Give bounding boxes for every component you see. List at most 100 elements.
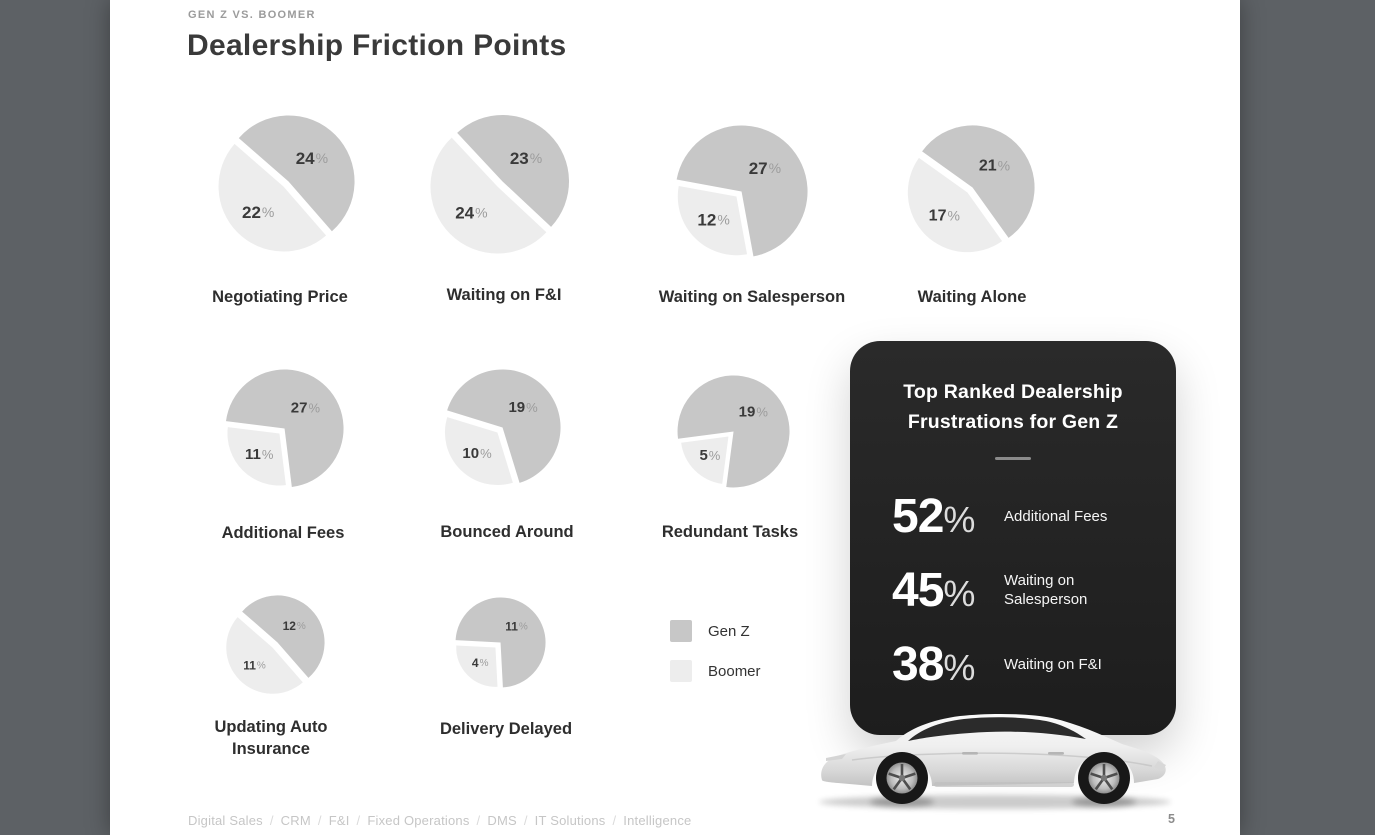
footer-nav: Digital Sales / CRM / F&I / Fixed Operations / D… <box>188 813 691 828</box>
stat-row: 45% Waiting on Salesperson <box>850 558 1176 622</box>
stat-row: 52% Additional Fees <box>850 484 1176 548</box>
genz-swatch <box>670 620 692 642</box>
genz-slice <box>226 369 344 487</box>
genz-slice <box>676 125 808 257</box>
svg-text:10%: 10% <box>462 445 492 462</box>
svg-text:19%: 19% <box>508 398 538 415</box>
pie-updating-auto-insurance: 12% 11% <box>226 595 325 694</box>
footer-item: IT Solutions <box>534 813 606 828</box>
stat-row: 38% Waiting on F&I <box>850 632 1176 696</box>
chart-label-delivery-delayed: Delivery Delayed <box>439 720 573 738</box>
svg-text:24%: 24% <box>455 203 487 222</box>
svg-text:19%: 19% <box>739 403 769 420</box>
footer-items: Digital Sales / CRM / F&I / Fixed Operations / D… <box>188 813 691 828</box>
footer-separator: / <box>317 813 322 828</box>
stat-label: Waiting on Salesperson <box>1004 571 1088 609</box>
car-front-wheel <box>876 752 928 804</box>
genz-legend-label: Gen Z <box>708 622 750 640</box>
chart-label-negotiating-price: Negotiating Price <box>212 288 348 306</box>
chart-label-additional-fees: Additional Fees <box>221 524 345 542</box>
svg-text:11%: 11% <box>505 620 528 634</box>
chart-label-bounced-around: Bounced Around <box>440 523 574 541</box>
pie-negotiating-price: 24% 22% <box>218 115 355 252</box>
footer-item: CRM <box>280 813 311 828</box>
pie-bounced-around: 19% 10% <box>444 369 561 486</box>
car-body <box>821 713 1166 786</box>
svg-text:5%: 5% <box>699 447 720 464</box>
card-title: Top Ranked Dealership Frustrations for G… <box>850 341 1176 437</box>
footer-separator: / <box>356 813 361 828</box>
boomer-slice <box>456 645 498 687</box>
genz-slice <box>238 115 355 232</box>
stat-value: 38% <box>892 637 976 691</box>
svg-text:12%: 12% <box>697 210 729 229</box>
stat-value: 52% <box>892 489 976 543</box>
footer-item: F&I <box>328 813 350 828</box>
genz-frustrations-card: Top Ranked Dealership Frustrations for G… <box>850 341 1176 735</box>
page-title: Dealership Friction Points <box>187 29 567 62</box>
card-title-line2: Frustrations for Gen Z <box>907 411 1119 434</box>
boomer-slice <box>430 137 547 254</box>
slide-eyebrow: GEN Z VS. BOOMER <box>188 9 316 21</box>
pie-waiting-on-f-i: 23% 24% <box>430 114 570 254</box>
chart-label-waiting-on-f-i: Waiting on F&I <box>446 286 562 304</box>
chart-label-waiting-on-salesperson: Waiting on Salesperson <box>658 288 846 306</box>
footer-separator: / <box>523 813 528 828</box>
genz-slice <box>242 595 325 678</box>
car-windows <box>908 717 1086 741</box>
genz-slice <box>455 597 546 688</box>
svg-text:21%: 21% <box>979 157 1010 174</box>
footer-separator: / <box>476 813 481 828</box>
page-number: 5 <box>1168 812 1175 826</box>
svg-text:12%: 12% <box>283 619 306 633</box>
genz-slice <box>457 114 570 227</box>
boomer-slice <box>907 157 1003 253</box>
svg-text:17%: 17% <box>929 207 960 224</box>
legend-row-genz: Gen Z <box>670 620 761 642</box>
chart-label-updating-auto-insurance: Updating Auto Insurance <box>214 718 328 759</box>
card-stats: 52% Additional Fees 45% Waiting on Salesper… <box>850 484 1176 696</box>
stat-label: Waiting on F&I <box>1004 655 1102 673</box>
pie-waiting-alone: 21% 17% <box>907 125 1035 253</box>
boomer-swatch <box>670 660 692 682</box>
genz-slice <box>447 369 561 483</box>
footer-item: Fixed Operations <box>367 813 470 828</box>
pie-redundant-tasks: 19% 5% <box>677 375 790 488</box>
svg-text:11%: 11% <box>245 445 274 462</box>
svg-text:23%: 23% <box>510 149 542 168</box>
chart-label-waiting-alone: Waiting Alone <box>917 288 1027 306</box>
footer-item: Intelligence <box>623 813 692 828</box>
svg-text:27%: 27% <box>291 399 321 416</box>
boomer-slice <box>444 417 513 486</box>
footer-separator: / <box>269 813 274 828</box>
boomer-slice <box>681 436 729 484</box>
svg-text:22%: 22% <box>242 202 274 221</box>
footer-item: DMS <box>487 813 517 828</box>
genz-slice <box>677 375 790 488</box>
boomer-slice <box>677 185 748 256</box>
car-illustration <box>819 713 1171 809</box>
car-rear-wheel <box>1078 752 1130 804</box>
boomer-slice <box>218 143 327 252</box>
boomer-slice <box>227 427 286 486</box>
pie-additional-fees: 27% 11% <box>226 369 344 487</box>
svg-text:4%: 4% <box>472 656 489 670</box>
svg-text:11%: 11% <box>243 659 266 673</box>
chart-label-redundant-tasks: Redundant Tasks <box>661 523 799 541</box>
footer-separator: / <box>612 813 617 828</box>
footer-item: Digital Sales <box>188 813 263 828</box>
boomer-slice <box>226 617 303 694</box>
pie-waiting-on-salesperson: 27% 12% <box>676 125 808 257</box>
boomer-legend-label: Boomer <box>708 662 761 680</box>
card-title-line1: Top Ranked Dealership <box>903 381 1123 403</box>
stat-value: 45% <box>892 563 976 617</box>
legend-row-boomer: Boomer <box>670 660 761 682</box>
legend: Gen Z Boomer <box>670 620 761 700</box>
pie-delivery-delayed: 11% 4% <box>455 597 546 688</box>
slide: GEN Z VS. BOOMER Dealership Friction Poi… <box>110 0 1240 835</box>
stat-label: Additional Fees <box>1004 507 1108 525</box>
svg-text:24%: 24% <box>296 149 328 168</box>
card-divider <box>995 457 1031 461</box>
svg-text:27%: 27% <box>749 159 781 178</box>
genz-slice <box>922 125 1035 238</box>
